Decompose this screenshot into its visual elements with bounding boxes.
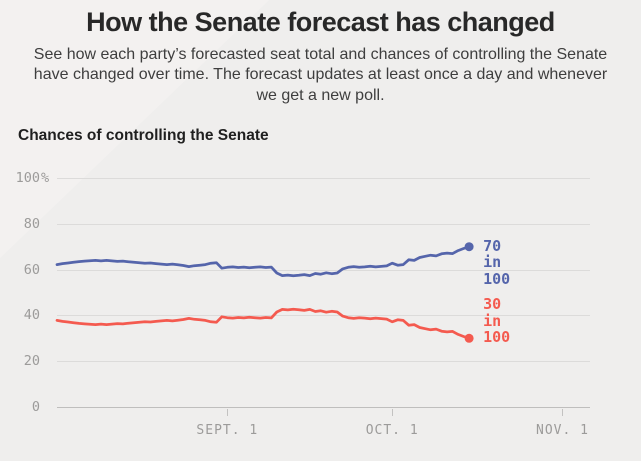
blue-series-line (55, 245, 471, 278)
y-axis-label-text: 40 (23, 307, 40, 324)
y-axis-label: 40 (0, 307, 40, 323)
red-end-label-line: in (483, 311, 502, 330)
y-axis-label-text: 20 (23, 353, 40, 370)
x-axis-label: SEPT. 1 (196, 423, 259, 438)
gridline-100 (57, 178, 590, 179)
blue-end-label-line: 100 (483, 269, 511, 288)
y-axis-label-text: 100 (15, 170, 40, 186)
blue-series-end-dot (464, 242, 474, 252)
gridline-60 (57, 269, 590, 271)
x-axis-label: OCT. 1 (365, 423, 419, 438)
blue-end-label-line: 70 (483, 236, 502, 255)
chart-section-heading: Chances of controlling the Senate (18, 127, 269, 144)
gridline-0 (57, 407, 590, 408)
blue-end-label-line: in (483, 253, 502, 272)
x-axis-tick (391, 409, 393, 416)
y-axis-label: 0 (0, 399, 40, 415)
red-end-label-line: 30 (483, 295, 502, 314)
gridline-20 (57, 361, 590, 363)
y-axis-label: 80 (0, 216, 40, 232)
blue-series-end-label: 70 in 100 (483, 238, 510, 288)
y-axis-label: 20 (0, 353, 40, 369)
x-axis-tick (562, 409, 564, 416)
red-series-line (55, 307, 471, 340)
page-title: How the Senate forecast has changed (86, 7, 555, 37)
y-axis-label-text: 60 (23, 261, 40, 278)
page-subtitle: See how each party’s forecasted seat tot… (33, 46, 608, 104)
red-end-label-line: 100 (483, 328, 511, 347)
x-axis-tick (226, 409, 228, 416)
gridline-40 (57, 315, 590, 317)
y-axis-label: 60 (0, 262, 40, 278)
percent-suffix: % (41, 170, 50, 186)
red-series-end-label: 30 in 100 (483, 296, 510, 346)
x-axis-label: NOV. 1 (536, 423, 589, 438)
gridline-80 (57, 223, 590, 225)
y-axis-label: 100% (0, 170, 50, 186)
y-axis-label-text: 80 (23, 215, 40, 232)
y-axis-label-text: 0 (31, 399, 40, 415)
red-series-end-dot (464, 333, 474, 343)
